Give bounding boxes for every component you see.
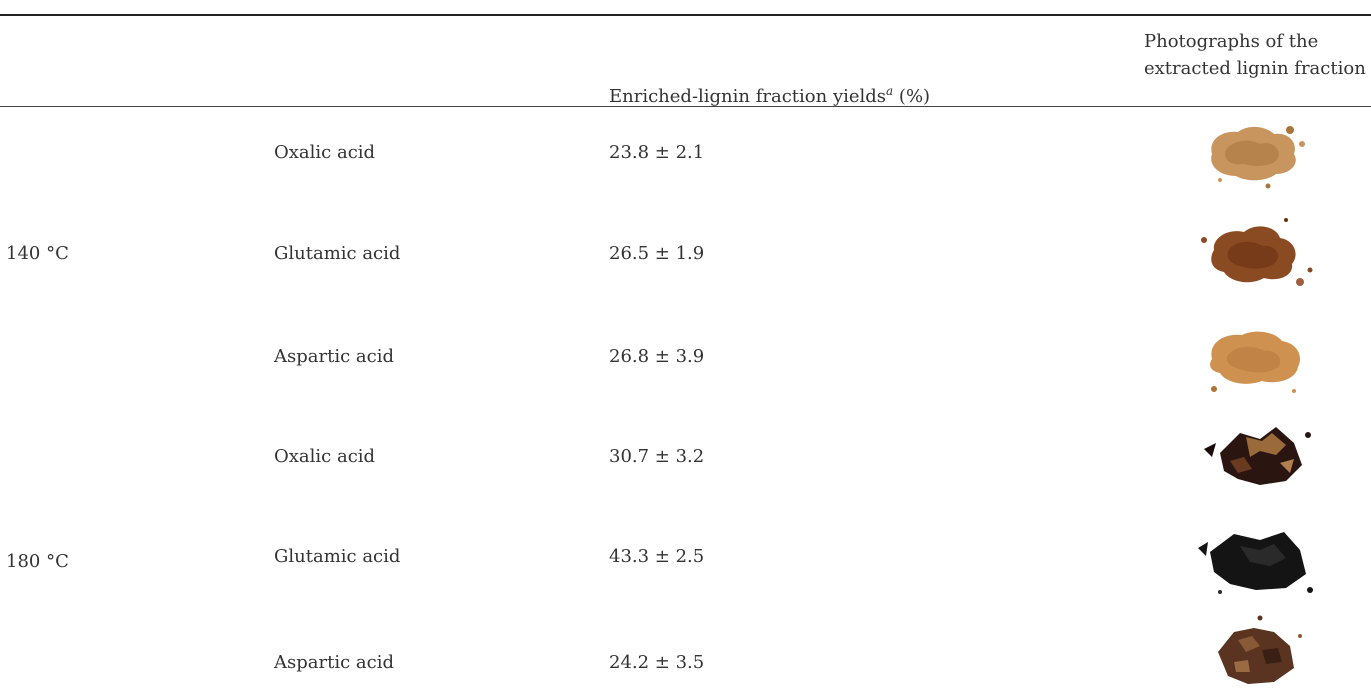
row-6-acid: Aspartic acid — [274, 652, 394, 673]
flake-pile-icon — [1218, 615, 1302, 684]
row-2-acid: Glutamic acid — [274, 243, 401, 264]
row-3-acid: Aspartic acid — [274, 346, 394, 367]
flake-pile-icon — [1204, 427, 1311, 485]
powder-pile-icon — [1201, 218, 1313, 286]
header-photographs-line2: extracted lignin fraction — [1144, 58, 1366, 79]
header-yield: Enriched-lignin fraction yieldsa (%) — [609, 85, 930, 109]
row-1-acid: Oxalic acid — [274, 142, 376, 163]
row-5-lignin-photo — [1190, 516, 1320, 602]
header-yield-unit: (%) — [893, 86, 931, 107]
header-photographs-line1: Photographs of the — [1144, 31, 1319, 52]
table-top-rule — [0, 14, 1371, 16]
temperature-group-140: 140 °C — [6, 243, 69, 264]
header-yield-label: Enriched-lignin fraction yields — [609, 86, 887, 107]
row-3-lignin-photo — [1190, 313, 1320, 399]
row-1-lignin-photo — [1190, 110, 1320, 196]
row-2-yield: 26.5 ± 1.9 — [609, 243, 705, 264]
row-6-yield: 24.2 ± 3.5 — [609, 652, 705, 673]
row-6-lignin-photo — [1190, 606, 1320, 692]
header-yield-superscript: a — [886, 84, 894, 98]
powder-pile-icon — [1210, 331, 1301, 393]
row-5-acid: Glutamic acid — [274, 546, 401, 567]
table-header-rule — [0, 106, 1371, 107]
row-4-yield: 30.7 ± 3.2 — [609, 446, 705, 467]
powder-pile-icon — [1211, 126, 1305, 189]
row-5-yield: 43.3 ± 2.5 — [609, 546, 705, 567]
row-2-lignin-photo — [1190, 210, 1320, 296]
row-3-yield: 26.8 ± 3.9 — [609, 346, 705, 367]
temperature-group-180: 180 °C — [6, 551, 69, 572]
flake-pile-icon — [1198, 532, 1313, 594]
row-4-lignin-photo — [1190, 413, 1320, 499]
row-4-acid: Oxalic acid — [274, 446, 376, 467]
header-photographs: Photographs of the extracted lignin frac… — [1144, 28, 1366, 82]
row-1-yield: 23.8 ± 2.1 — [609, 142, 705, 163]
